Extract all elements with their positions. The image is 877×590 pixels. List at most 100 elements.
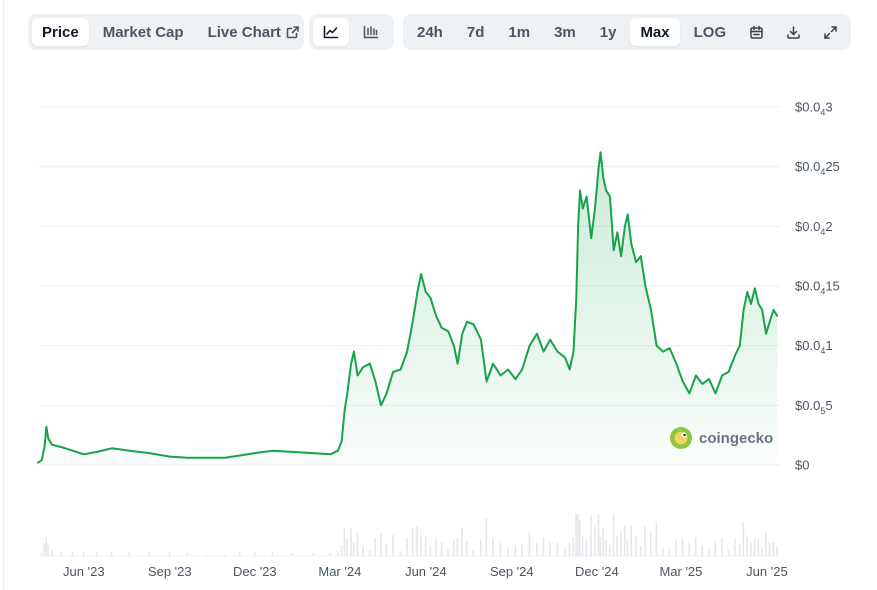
volume-bar	[223, 554, 226, 556]
watermark-text: coingecko	[699, 430, 773, 447]
candlestick-icon	[363, 25, 379, 39]
volume-bar	[346, 538, 348, 556]
frame-border	[3, 0, 4, 590]
volume-bar	[757, 538, 760, 556]
volume-bar	[368, 549, 371, 556]
volume-bar	[623, 525, 626, 556]
volume-bar	[675, 539, 677, 556]
price-line	[37, 151, 779, 464]
volume-bar	[585, 540, 588, 556]
volume-bar	[271, 552, 274, 556]
volume-bar	[420, 536, 422, 556]
range-7d[interactable]: 7d	[457, 18, 495, 46]
volume-bar	[556, 542, 559, 556]
fullscreen-button[interactable]	[814, 18, 847, 46]
calendar-button[interactable]	[740, 18, 773, 46]
volume-bar	[416, 526, 418, 556]
tab-live-chart[interactable]: Live Chart	[198, 18, 310, 46]
line-chart-button[interactable]	[313, 18, 349, 46]
volume-bar	[472, 550, 475, 556]
volume-bar	[71, 551, 74, 556]
volume-bar	[742, 521, 745, 556]
volume-bar	[447, 549, 449, 556]
volume-bar	[599, 537, 602, 556]
volume-bar	[429, 546, 432, 556]
volume-bar	[688, 543, 690, 556]
volume-bar	[620, 531, 622, 556]
volume-bar	[708, 549, 710, 556]
volume-bar	[575, 514, 577, 556]
volume-bar	[51, 549, 53, 556]
volume-bar	[577, 514, 579, 556]
x-tick-label: Jun '25	[746, 564, 788, 579]
volume-bar	[590, 515, 592, 556]
volume-bar	[528, 532, 531, 556]
volume-bar	[82, 551, 85, 556]
volume-bar	[385, 543, 388, 556]
volume-bar	[452, 540, 455, 556]
volume-bar	[186, 553, 189, 556]
volume-bar	[47, 544, 49, 556]
volume-bar	[499, 543, 502, 556]
volume-bar	[43, 543, 46, 556]
y-tick-label: $0.043	[795, 100, 833, 118]
volume-bar	[662, 547, 664, 556]
tab-market-cap[interactable]: Market Cap	[93, 18, 194, 46]
volume-bar	[380, 533, 382, 556]
volume-bar	[721, 538, 723, 556]
volume-bar	[727, 549, 730, 556]
tab-price[interactable]: Price	[32, 18, 89, 46]
volume-bar	[605, 539, 607, 556]
volume-bar	[350, 527, 352, 556]
range-1y[interactable]: 1y	[590, 18, 627, 46]
volume-bar	[549, 542, 551, 556]
volume-bar	[392, 534, 394, 556]
candlestick-button[interactable]	[353, 18, 389, 46]
volume-bar	[362, 545, 364, 556]
price-area-fill	[38, 152, 778, 466]
volume-bar	[594, 525, 596, 556]
line-chart-icon	[323, 25, 339, 39]
range-3m[interactable]: 3m	[544, 18, 586, 46]
volume-bar	[714, 541, 717, 556]
volume-bar	[564, 547, 566, 556]
volume-bar	[60, 552, 62, 556]
volume-bar	[655, 522, 658, 556]
volume-bar	[768, 542, 771, 556]
range-1m[interactable]: 1m	[498, 18, 540, 46]
log-scale-toggle[interactable]: LOG	[684, 18, 737, 46]
range-24h[interactable]: 24h	[407, 18, 453, 46]
volume-bar	[750, 541, 752, 556]
volume-bar	[95, 552, 98, 556]
x-tick-label: Sep '24	[490, 564, 534, 579]
volume-bar	[480, 539, 482, 556]
download-icon	[787, 25, 800, 39]
range-max[interactable]: Max	[630, 18, 680, 46]
view-tab-group: Price Market Cap Live Chart	[28, 14, 304, 50]
y-tick-label: $0.0415	[795, 279, 840, 297]
volume-bar	[608, 545, 611, 556]
volume-bar	[461, 527, 463, 556]
volume-bar	[485, 518, 488, 556]
y-tick-label: $0	[795, 458, 809, 473]
volume-bar	[581, 535, 584, 556]
volume-bar	[776, 547, 778, 556]
volume-bar	[456, 537, 459, 556]
volume-bar	[168, 551, 171, 556]
volume-bar	[753, 538, 756, 556]
x-tick-label: Sep '23	[148, 564, 192, 579]
x-tick-label: Mar '25	[659, 564, 702, 579]
volume-bar	[356, 533, 359, 556]
volume-bar	[435, 537, 437, 556]
coingecko-watermark: coingecko	[670, 427, 773, 449]
volume-bar	[644, 526, 646, 556]
volume-bar	[492, 537, 494, 556]
volume-bar	[128, 552, 131, 556]
volume-bar	[579, 519, 581, 556]
volume-bar	[681, 538, 684, 556]
tab-live-chart-label: Live Chart	[207, 23, 281, 41]
volume-bar	[612, 514, 615, 556]
volume-bar	[148, 552, 150, 556]
download-button[interactable]	[777, 18, 810, 46]
